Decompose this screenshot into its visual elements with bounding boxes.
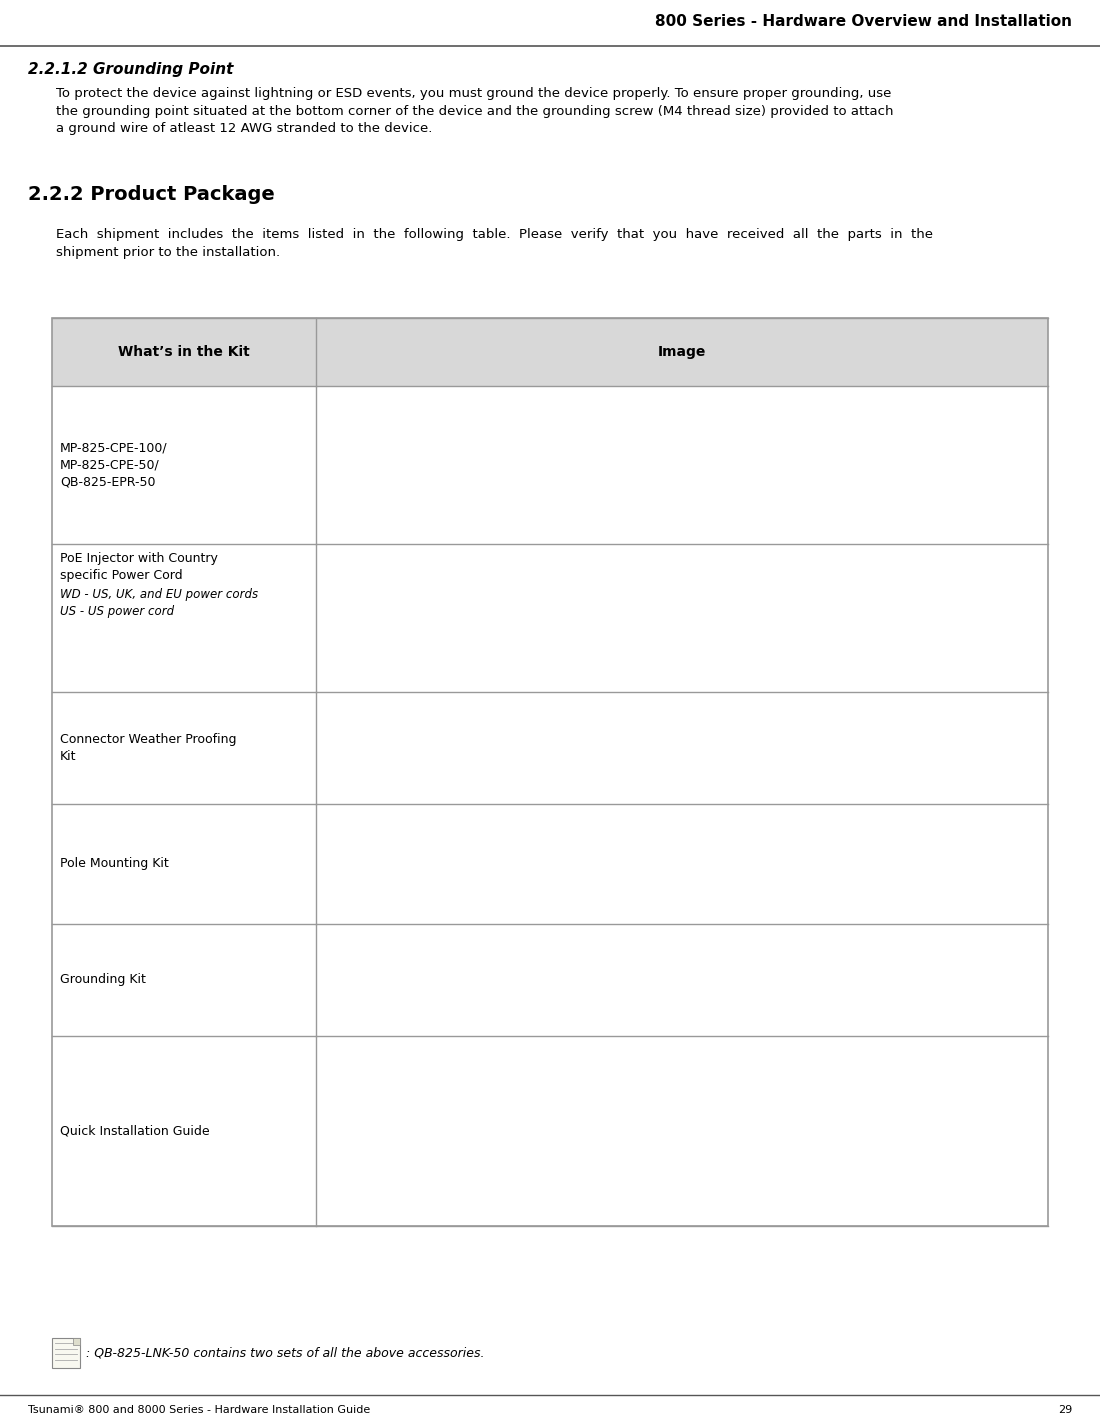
Text: Grounding Kit: Grounding Kit bbox=[60, 974, 146, 987]
Text: Pole Mounting Kit: Pole Mounting Kit bbox=[60, 857, 168, 870]
Bar bbox=[73, 1338, 80, 1345]
Text: 2.2.1.2 Grounding Point: 2.2.1.2 Grounding Point bbox=[28, 61, 233, 77]
Text: PoE Injector with Country
specific Power Cord: PoE Injector with Country specific Power… bbox=[60, 552, 218, 582]
Text: Quick Installation Guide: Quick Installation Guide bbox=[60, 1125, 210, 1138]
Text: MP-825-CPE-100/
MP-825-CPE-50/
QB-825-EPR-50: MP-825-CPE-100/ MP-825-CPE-50/ QB-825-EP… bbox=[60, 442, 167, 489]
Text: : QB-825-LNK-50 contains two sets of all the above accessories.: : QB-825-LNK-50 contains two sets of all… bbox=[86, 1346, 484, 1359]
Text: Each  shipment  includes  the  items  listed  in  the  following  table.  Please: Each shipment includes the items listed … bbox=[56, 228, 933, 260]
Bar bbox=[52, 318, 1048, 386]
Bar bbox=[52, 318, 1048, 1226]
Text: Connector Weather Proofing
Kit: Connector Weather Proofing Kit bbox=[60, 733, 236, 763]
Text: WD - US, UK, and EU power cords
US - US power cord: WD - US, UK, and EU power cords US - US … bbox=[60, 588, 258, 617]
Text: 800 Series - Hardware Overview and Installation: 800 Series - Hardware Overview and Insta… bbox=[654, 14, 1072, 29]
Text: Image: Image bbox=[658, 345, 706, 359]
Text: 29: 29 bbox=[1058, 1405, 1072, 1415]
Text: What’s in the Kit: What’s in the Kit bbox=[118, 345, 250, 359]
Text: 2.2.2 Product Package: 2.2.2 Product Package bbox=[28, 185, 275, 204]
Bar bbox=[52, 1338, 80, 1368]
Text: To protect the device against lightning or ESD events, you must ground the devic: To protect the device against lightning … bbox=[56, 87, 893, 135]
Text: Tsunami® 800 and 8000 Series - Hardware Installation Guide: Tsunami® 800 and 8000 Series - Hardware … bbox=[28, 1405, 371, 1415]
